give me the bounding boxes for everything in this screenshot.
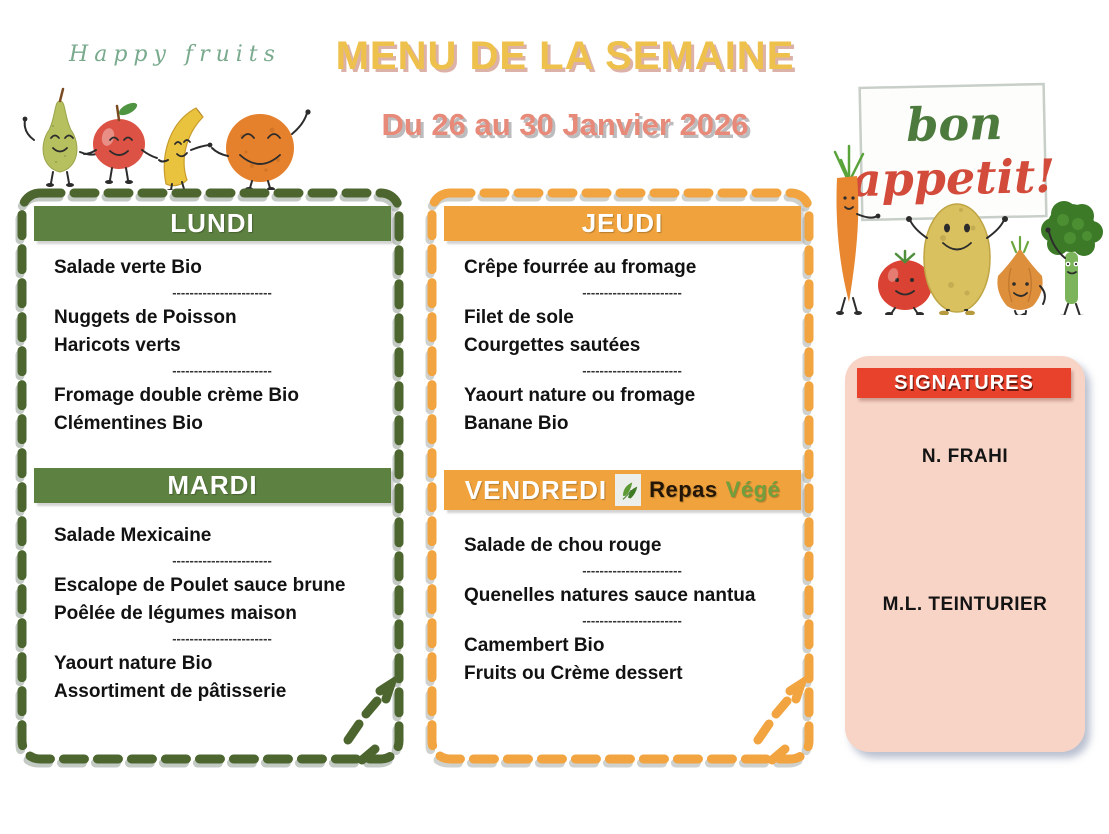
item-divider: -----------------------: [582, 563, 682, 578]
signatures-header: SIGNATURES: [857, 368, 1071, 398]
potato-icon: [906, 203, 1008, 323]
day-header-mardi: MARDI: [34, 468, 391, 503]
leaf-icon: [622, 482, 638, 500]
day-header-jeudi: JEUDI: [444, 206, 801, 241]
menu-items-lundi: Salade verte Bio -----------------------…: [54, 254, 390, 438]
sign-word-bon: bon: [906, 96, 1003, 152]
menu-item: Camembert Bio: [464, 635, 605, 656]
bon-appetit-sign: bon appetit!: [851, 82, 1056, 222]
tomato-icon: [878, 249, 932, 316]
day-title: JEUDI: [581, 208, 664, 238]
menu-item: Filet de sole: [464, 307, 574, 328]
menu-card-thursday-friday: JEUDI Crêpe fourrée au fromage ---------…: [424, 186, 816, 772]
orange-dashed-border: [425, 188, 814, 768]
menu-item: Crêpe fourrée au fromage: [464, 257, 697, 278]
sign-word-appetit: appetit!: [851, 149, 1056, 207]
carrot-icon: [833, 144, 881, 315]
menu-item: Assortiment de pâtisserie: [54, 681, 287, 702]
day-title: VENDREDI: [464, 474, 608, 505]
signature-name: N. FRAHI: [921, 446, 1009, 467]
menu-item: Fromage double crème Bio: [54, 385, 299, 406]
day-title: LUNDI: [170, 208, 255, 238]
item-divider: -----------------------: [172, 363, 272, 378]
menu-items-vendredi: Salade de chou rouge -------------------…: [464, 532, 800, 688]
orange-icon: [211, 109, 311, 190]
day-header-vendredi: VENDREDI Repas Végé: [444, 470, 801, 510]
menu-item: Clémentines Bio: [54, 413, 203, 434]
logo-text: Happy fruits: [69, 42, 281, 67]
menu-item: Nuggets de Poisson: [54, 307, 237, 328]
header: MENU DE LA SEMAINE Du 26 au 30 Janvier 2…: [280, 34, 850, 143]
broccoli-icon: [1041, 201, 1103, 320]
menu-items-jeudi: Crêpe fourrée au fromage ---------------…: [464, 254, 800, 438]
day-header-lundi: LUNDI: [34, 206, 391, 241]
vegetables-svg: bon appetit!: [833, 82, 1103, 326]
menu-item: Yaourt nature Bio: [54, 653, 213, 674]
signatures-card: SIGNATURES N. FRAHI M.L. TEINTURIER: [845, 356, 1085, 752]
happy-fruits-logo: Happy fruits: [20, 30, 330, 192]
vege-badge: [615, 474, 642, 506]
menu-item: Salade verte Bio: [54, 257, 202, 278]
banana-icon: [158, 107, 213, 190]
pear-icon: [22, 87, 97, 187]
page-subtitle: Du 26 au 30 Janvier 2026: [381, 107, 749, 142]
menu-item: Fruits ou Crème dessert: [464, 663, 683, 684]
apple-icon: [83, 102, 158, 184]
item-divider: -----------------------: [172, 553, 272, 568]
menu-item: Poêlée de légumes maison: [54, 603, 297, 624]
menu-item: Salade de chou rouge: [464, 535, 662, 556]
page-title: MENU DE LA SEMAINE: [335, 34, 795, 78]
menu-item: Salade Mexicaine: [54, 525, 212, 546]
corner-squiggle: [343, 673, 400, 765]
badge-highlight: Végé: [725, 477, 781, 502]
item-divider: -----------------------: [172, 285, 272, 300]
menu-item: Banane Bio: [464, 413, 569, 434]
menu-item: Courgettes sautées: [464, 335, 641, 356]
menu-item: Haricots verts: [54, 335, 181, 356]
corner-squiggle: [753, 673, 810, 765]
signature-name: M.L. TEINTURIER: [882, 594, 1048, 615]
menu-card-monday-tuesday: LUNDI Salade verte Bio -----------------…: [14, 186, 406, 772]
item-divider: -----------------------: [582, 613, 682, 628]
item-divider: -----------------------: [582, 285, 682, 300]
happy-fruits-illustration: [22, 87, 311, 190]
item-divider: -----------------------: [172, 631, 272, 646]
menu-items-mardi: Salade Mexicaine -----------------------…: [54, 522, 390, 706]
item-divider: -----------------------: [582, 363, 682, 378]
onion-icon: [997, 235, 1046, 326]
menu-item: Escalope de Poulet sauce brune: [54, 575, 346, 596]
badge-label: Repas: [649, 477, 718, 502]
day-title: MARDI: [167, 470, 258, 500]
menu-item: Yaourt nature ou fromage: [464, 385, 696, 406]
bon-appetit-illustration: bon appetit!: [815, 80, 1105, 326]
green-dashed-border: [15, 188, 404, 768]
menu-item: Quenelles natures sauce nantua: [464, 585, 756, 606]
